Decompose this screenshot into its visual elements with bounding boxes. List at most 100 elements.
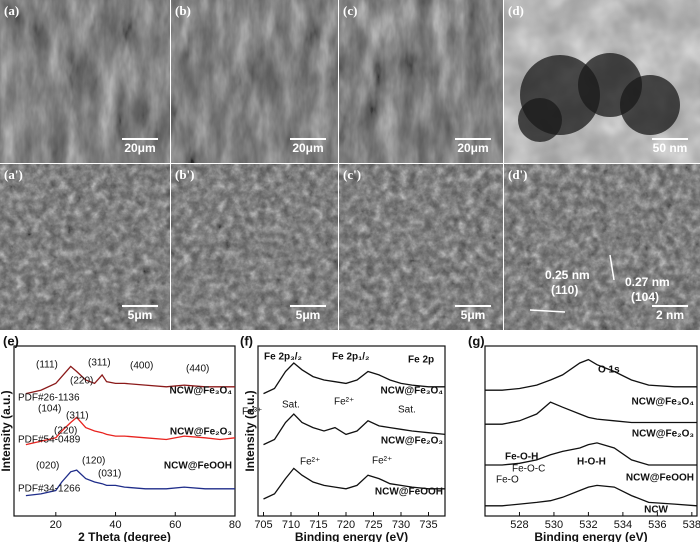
x-tick-label: 720 [337, 519, 355, 531]
x-axis-label: Binding energy (eV) [534, 530, 647, 542]
annotation: Fe²⁺ [372, 456, 392, 467]
scale-bar-label: 5μm [461, 308, 486, 322]
micrograph-texture [0, 0, 170, 163]
micrograph-texture [0, 164, 170, 330]
y-axis-label: Intensity (a.u.) [0, 390, 13, 471]
series-label: NCW [644, 505, 668, 516]
annotation: H-O-H [577, 457, 606, 468]
x-tick-label: 80 [229, 519, 241, 531]
spectrum-line [263, 467, 445, 500]
fringe-marker [529, 309, 566, 313]
x-tick-label: 710 [282, 519, 300, 531]
scale-bar-label: 5μm [296, 308, 321, 322]
annotation: PDF#54-0489 [18, 435, 81, 446]
plot-frame [13, 345, 236, 517]
annotation: Fe-O [496, 475, 519, 486]
series-label: NCW@Fe₃O₄ [170, 386, 233, 397]
annotation: Fe 2p₃/₂ [264, 352, 302, 363]
annotation: (220) [70, 376, 93, 387]
x-tick-label: 532 [579, 519, 597, 531]
x-tick-label: 530 [545, 519, 563, 531]
x-tick-label: 730 [392, 519, 410, 531]
x-tick-label: 534 [614, 519, 632, 531]
scale-bar-label: 20μm [124, 141, 155, 155]
spectrum-line [25, 469, 235, 497]
fringe-marker [609, 254, 615, 281]
scale-bar-label: 50 nm [653, 141, 688, 155]
annotation: Fe-O-H [505, 452, 538, 463]
micrograph-texture [504, 164, 700, 330]
series-label: NCW@Fe₃O₄ [632, 397, 695, 408]
micrograph-texture [171, 0, 338, 163]
annotation: Sat. [282, 400, 300, 411]
annotation: (311) [66, 411, 89, 422]
annotation: Fe²⁺ [334, 397, 354, 408]
image-label: (a') [4, 167, 23, 182]
annotation: (220) [54, 426, 77, 437]
annotation: O 1s [598, 365, 620, 376]
micrograph-texture [339, 0, 503, 163]
annotation: Sat. [398, 405, 416, 416]
image-label: (a) [4, 3, 19, 18]
annotation: (311) [88, 358, 111, 369]
panel-label: (e) [3, 333, 19, 348]
annotation: Fe 2p₁/₂ [332, 352, 369, 363]
image-label: (c') [343, 167, 361, 182]
x-axis-label: Binding energy (eV) [295, 530, 408, 542]
y-axis-label: Intensity (a.u.) [243, 390, 257, 471]
annotation: Fe-O-C [512, 464, 545, 475]
image-label: (b) [175, 3, 191, 18]
annotation: PDF#34-1266 [18, 484, 81, 495]
spectrum-line [485, 484, 698, 507]
x-tick-label: 725 [364, 519, 382, 531]
spectrum-line [25, 365, 235, 395]
particle [620, 75, 680, 135]
panel-label: (g) [468, 333, 485, 348]
fringe-spacing: 0.27 nm [625, 275, 670, 289]
spectrum-line [485, 401, 697, 425]
x-tick-label: 715 [309, 519, 327, 531]
series-label: NCW@FeOOH [375, 487, 443, 498]
series-label: NCW@Fe₃O₄ [381, 386, 444, 397]
fringe-plane: (110) [551, 283, 578, 297]
annotation: PDF#26-1136 [18, 393, 80, 404]
particle [518, 98, 562, 142]
annotation: Fe 2p [408, 355, 434, 366]
scale-bar-label: 20μm [292, 141, 323, 155]
image-label: (d') [508, 167, 528, 182]
scale-bar-label: 2 nm [656, 308, 684, 322]
x-axis-label: 2 Theta (degree) [78, 530, 171, 542]
image-label: (b') [175, 167, 195, 182]
fringe-plane: (104) [631, 290, 659, 304]
plot-frame [257, 345, 446, 517]
scale-bar-label: 5μm [128, 308, 153, 322]
x-tick-label: 705 [254, 519, 272, 531]
spectrum-line [263, 362, 445, 395]
series-label: NCW@Fe₂O₃ [632, 429, 695, 440]
spectrum-line [485, 358, 697, 391]
x-tick-label: 538 [683, 519, 700, 531]
annotation: (120) [82, 456, 105, 467]
annotation: (020) [36, 461, 59, 472]
micrograph-texture [171, 164, 338, 330]
image-label: (d) [508, 3, 524, 18]
x-tick-label: 20 [50, 519, 62, 531]
series-label: NCW@Fe₂O₃ [381, 436, 444, 447]
x-tick-label: 40 [109, 519, 121, 531]
annotation: (031) [98, 469, 121, 480]
scale-bar-label: 20μm [457, 141, 488, 155]
annotation: (440) [186, 364, 209, 375]
micrographs: (a) 20μm (b) 20μm (c) 20μm (d) 50 nm (a') 5μm (b')… [0, 0, 700, 330]
series-label: NCW@FeOOH [164, 461, 232, 472]
annotation: (104) [38, 404, 61, 415]
spectrum-line [485, 442, 697, 466]
annotation: Fe²⁺ [300, 457, 320, 468]
x-tick-label: 735 [419, 519, 437, 531]
series-label: NCW@Fe₂O₃ [170, 427, 233, 438]
panel-label: (f) [240, 333, 253, 348]
plots: (e) 20 40 60 80 2 Theta (degree) Intensity (a.… [0, 333, 700, 542]
spectrum-line [25, 416, 236, 446]
plot-frame [484, 345, 698, 517]
annotation: (400) [130, 361, 153, 372]
